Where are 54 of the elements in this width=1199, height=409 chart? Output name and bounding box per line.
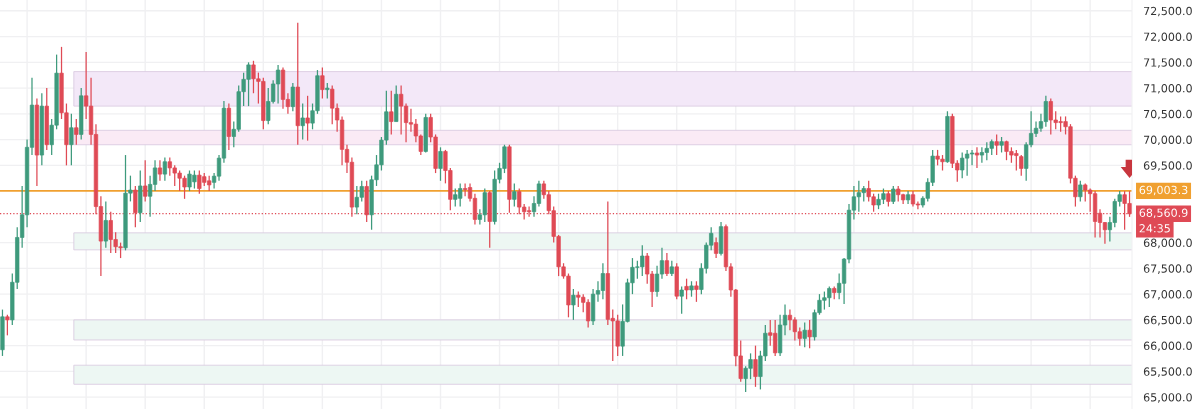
y-tick-label: 72,000.0 (1144, 32, 1192, 43)
y-tick-label: 67,500.0 (1143, 264, 1192, 274)
candlestick (684, 278, 689, 300)
candlestick (162, 156, 167, 182)
y-tick-label: 68,000.0 (1143, 238, 1192, 249)
candlestick (389, 90, 394, 136)
candlestick (157, 159, 163, 182)
y-tick-label: 71,000.0 (1144, 84, 1192, 94)
y-tick-label: 69,500.0 (1143, 161, 1192, 171)
candlestick (320, 66, 325, 100)
y-tick-label: 72,500.0 (1144, 6, 1192, 17)
candlestick (305, 95, 310, 142)
candlestick (1078, 180, 1083, 203)
candlestick (462, 182, 468, 197)
candlestick (512, 182, 517, 208)
candlestick (1043, 95, 1048, 128)
candlestick (1019, 154, 1024, 177)
y-tick-label: 70,500.0 (1144, 109, 1192, 120)
candlestick (787, 308, 793, 331)
candlestick (713, 236, 719, 259)
candlestick (143, 159, 148, 203)
candlestick (694, 280, 699, 303)
y-tick-label: 70,000.0 (1144, 135, 1192, 146)
candlestick (408, 108, 414, 133)
y-tick-label: 71,500.0 (1144, 58, 1192, 68)
candlestick (300, 102, 305, 141)
candlestick (438, 146, 443, 182)
candlestick (103, 200, 108, 249)
y-tick-label: 67,000.0 (1143, 290, 1192, 300)
candlestick (969, 149, 975, 166)
candlestick (994, 133, 999, 156)
ref-line-label: 68,560.9 (1139, 208, 1188, 219)
candlestick (536, 180, 542, 208)
candlestick (753, 345, 758, 388)
y-tick-label: 65,000.0 (1143, 393, 1192, 403)
ref-line-label: 69,003.3 (1139, 185, 1188, 196)
y-tick-label: 65,500.0 (1143, 367, 1192, 377)
y-tick-label: 66,000.0 (1143, 341, 1192, 352)
candlestick (69, 113, 74, 166)
candlestick (74, 118, 79, 146)
candlestick (5, 314, 10, 336)
candlestick (290, 82, 295, 112)
candlestick (600, 262, 606, 300)
candlestick (974, 146, 980, 169)
candlestick (979, 146, 985, 164)
candlestick (891, 185, 896, 205)
candlestick (802, 321, 807, 348)
candlestick (664, 252, 670, 277)
candlestick (571, 288, 576, 321)
y-tick-label: 66,500.0 (1143, 315, 1192, 326)
candlestick (807, 319, 812, 349)
text: 24:35 (1139, 224, 1170, 233)
candlestick (679, 285, 684, 315)
candlestick (275, 64, 281, 105)
